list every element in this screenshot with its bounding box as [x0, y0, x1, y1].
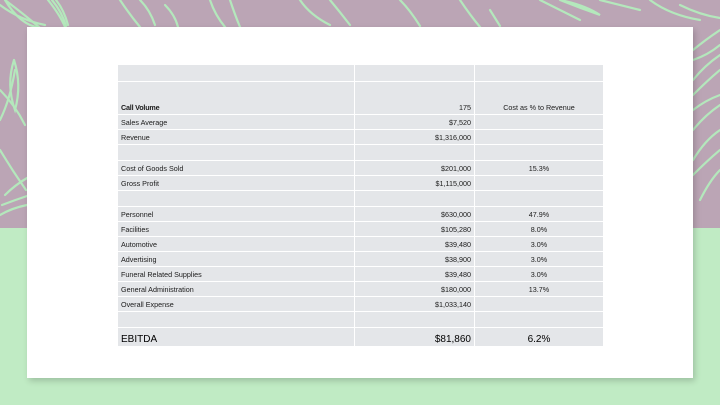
row-label: Advertising [117, 251, 355, 267]
row-label: Revenue [117, 129, 355, 145]
row-label: Sales Average [117, 114, 355, 130]
table-row-spacer [117, 64, 604, 82]
row-value: $180,000 [354, 281, 475, 297]
table-row-ebitda: EBITDA $81,860 6.2% [117, 327, 604, 347]
table-row: Personnel $630,000 47.9% [117, 206, 604, 222]
leaf-pattern-icon [0, 0, 720, 217]
table-row [117, 144, 604, 161]
row-value: $7,520 [354, 114, 475, 130]
row-value: $201,000 [354, 160, 475, 176]
row-label: Facilities [117, 221, 355, 237]
row-pct: 15.3% [474, 160, 604, 176]
row-value: $39,480 [354, 236, 475, 252]
row-label [117, 311, 355, 328]
table-row: Funeral Related Supplies $39,480 3.0% [117, 266, 604, 282]
row-value: $1,033,140 [354, 296, 475, 312]
row-value: $1,115,000 [354, 175, 475, 191]
row-label: Automotive [117, 236, 355, 252]
row-label: Overall Expense [117, 296, 355, 312]
row-value: $630,000 [354, 206, 475, 222]
cost-pct-header: Cost as % to Revenue [474, 81, 604, 115]
table-row [117, 311, 604, 328]
row-pct [474, 311, 604, 328]
table-row: Cost of Goods Sold $201,000 15.3% [117, 160, 604, 176]
row-pct [474, 129, 604, 145]
ebitda-value: $81,860 [354, 327, 475, 347]
slide-card: Call Volume 175 Cost as % to Revenue Sal… [27, 27, 693, 378]
ebitda-label: EBITDA [117, 327, 355, 347]
row-value: $105,280 [354, 221, 475, 237]
call-volume-label: Call Volume [117, 81, 355, 115]
row-pct [474, 144, 604, 161]
row-value: $1,316,000 [354, 129, 475, 145]
row-label: Gross Profit [117, 175, 355, 191]
table-row: Facilities $105,280 8.0% [117, 221, 604, 237]
row-pct [474, 296, 604, 312]
table-row: General Administration $180,000 13.7% [117, 281, 604, 297]
row-pct [474, 114, 604, 130]
row-value [354, 190, 475, 207]
row-pct: 3.0% [474, 236, 604, 252]
row-value: $38,900 [354, 251, 475, 267]
row-value [354, 311, 475, 328]
call-volume-value: 175 [354, 81, 475, 115]
row-pct: 47.9% [474, 206, 604, 222]
row-label: General Administration [117, 281, 355, 297]
row-label: Funeral Related Supplies [117, 266, 355, 282]
table-row: Overall Expense $1,033,140 [117, 296, 604, 312]
row-pct: 3.0% [474, 266, 604, 282]
ebitda-pct: 6.2% [474, 327, 604, 347]
row-value [354, 144, 475, 161]
row-label [117, 144, 355, 161]
row-pct: 3.0% [474, 251, 604, 267]
row-label: Personnel [117, 206, 355, 222]
row-pct [474, 175, 604, 191]
table-row: Revenue $1,316,000 [117, 129, 604, 145]
row-label: Cost of Goods Sold [117, 160, 355, 176]
table-row [117, 190, 604, 207]
table-row: Sales Average $7,520 [117, 114, 604, 130]
row-label [117, 190, 355, 207]
financial-summary-table: Call Volume 175 Cost as % to Revenue Sal… [117, 64, 604, 347]
table-row-call-volume: Call Volume 175 Cost as % to Revenue [117, 81, 604, 115]
table-row: Gross Profit $1,115,000 [117, 175, 604, 191]
row-pct: 13.7% [474, 281, 604, 297]
row-pct: 8.0% [474, 221, 604, 237]
row-pct [474, 190, 604, 207]
table-row: Automotive $39,480 3.0% [117, 236, 604, 252]
table-row: Advertising $38,900 3.0% [117, 251, 604, 267]
row-value: $39,480 [354, 266, 475, 282]
